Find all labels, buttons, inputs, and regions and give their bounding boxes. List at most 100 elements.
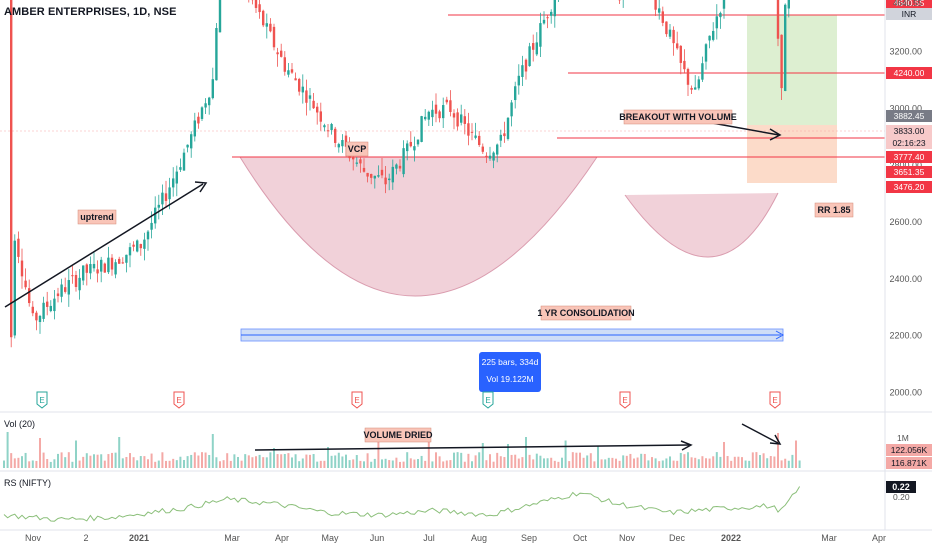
candle-body (539, 23, 541, 47)
candle-body (521, 65, 523, 77)
candle-body (305, 90, 307, 102)
volume-tag-1: 122.056K (891, 445, 928, 455)
volume-bar (608, 458, 610, 468)
earnings-marker-label: E (176, 396, 181, 405)
candle-body (669, 30, 671, 37)
candle-body (78, 278, 80, 290)
volume-bar (158, 461, 160, 468)
volume-bar (233, 454, 235, 468)
uptrend-label: uptrend (80, 212, 114, 222)
volume-bar (75, 441, 77, 469)
candle-body (143, 240, 145, 249)
volume-bar (46, 459, 48, 468)
earnings-marker-label: E (485, 396, 490, 405)
volume-bar (28, 461, 30, 468)
earnings-marker-label: E (354, 396, 359, 405)
volume-bar (309, 455, 311, 468)
candle-body (712, 31, 714, 40)
volume-bar (568, 461, 570, 468)
volume-bar (212, 434, 214, 468)
x-axis-tick-label: May (321, 533, 339, 543)
volume-bar (417, 459, 419, 468)
volume-bar (449, 460, 451, 468)
candle-body (474, 136, 476, 138)
candle-body (212, 79, 214, 98)
volume-bar (363, 461, 365, 468)
volume-bar (97, 455, 99, 468)
candle-body (492, 153, 494, 161)
candle-body (186, 145, 188, 148)
volume-bar (424, 461, 426, 468)
candle-body (658, 8, 660, 12)
candle-body (179, 167, 181, 170)
candle-body (215, 28, 217, 80)
candle-body (723, 0, 725, 9)
volume-bar (543, 458, 545, 468)
range-bars-label: 225 bars, 334d (482, 357, 539, 367)
consolidation-label: 1 YR CONSOLIDATION (537, 308, 634, 318)
volume-bar (647, 460, 649, 468)
volume-bar (111, 453, 113, 468)
volume-bar (367, 453, 369, 468)
candle-body (384, 178, 386, 185)
volume-bar (554, 461, 556, 468)
volume-bar (799, 460, 801, 468)
volume-bar (273, 448, 275, 468)
candle-body (478, 136, 480, 145)
volume-bar (547, 458, 549, 468)
x-axis-tick-label: Nov (25, 533, 42, 543)
volume-bar (665, 458, 667, 468)
volume-bar (680, 453, 682, 468)
volume-bar (687, 452, 689, 468)
candle-body (147, 232, 149, 240)
candle-body (201, 107, 203, 119)
volume-bar (39, 438, 41, 468)
target-zone (747, 15, 837, 125)
volume-tag-2: 116.871K (891, 458, 927, 468)
candle-body (57, 293, 59, 296)
candle-body (172, 178, 174, 187)
volume-bar (79, 461, 81, 468)
volume-bar (197, 456, 199, 468)
candle-body (500, 135, 502, 141)
volume-bar (352, 459, 354, 468)
volume-bar (572, 452, 574, 468)
volume-bar (280, 454, 282, 468)
candle-body (388, 179, 390, 181)
candle-body (784, 5, 786, 91)
price-tag-target1: 4240.00 (894, 68, 925, 78)
candle-body (24, 281, 26, 288)
vcp-label: VCP (348, 144, 367, 154)
volume-bar (532, 459, 534, 468)
candle-body (489, 156, 491, 159)
earnings-marker-label: E (772, 396, 777, 405)
volume-bar (223, 460, 225, 468)
volume-bar (457, 452, 459, 468)
volume-bar (359, 461, 361, 468)
candle-body (453, 113, 455, 117)
candle-body (140, 244, 142, 248)
candle-body (683, 61, 685, 69)
candle-body (410, 142, 412, 146)
candle-body (75, 275, 77, 287)
candle-body (435, 105, 437, 114)
volume-bar (284, 454, 286, 468)
volume-bar (327, 447, 329, 468)
volume-bar (755, 452, 757, 468)
volume-bar (784, 459, 786, 468)
volume-bar (370, 462, 372, 468)
vcp-cup-handle (625, 193, 778, 257)
price-tag-countdown: 02:16:23 (892, 138, 925, 148)
candle-body (420, 116, 422, 142)
volume-bar (385, 459, 387, 468)
volume-bar (107, 454, 109, 468)
candle-body (456, 112, 458, 126)
volume-bar (53, 459, 55, 468)
candle-body (338, 144, 340, 147)
volume-bar (323, 461, 325, 468)
candle-body (291, 69, 293, 72)
volume-bar (583, 458, 585, 468)
volume-bar (593, 461, 595, 468)
candle-body (705, 44, 707, 61)
